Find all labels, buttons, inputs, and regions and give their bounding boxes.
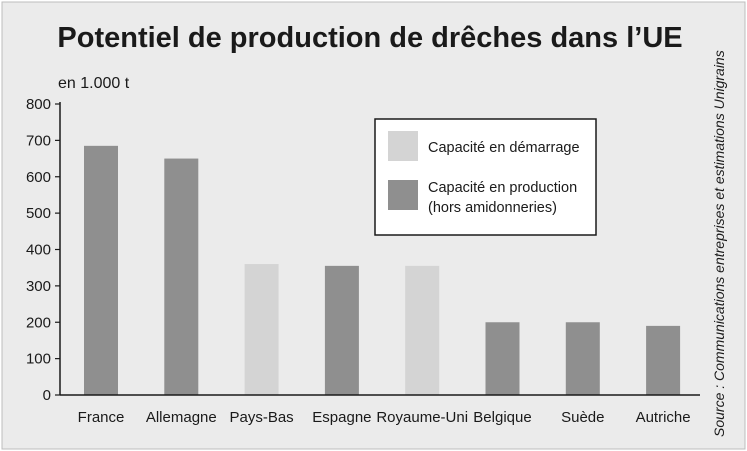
legend-label-demarrage: Capacité en démarrage (428, 140, 580, 156)
legend-label-production-line2: (hors amidonneries) (428, 200, 557, 216)
legend-swatch-production (388, 180, 418, 210)
bar-pays-bas (244, 264, 279, 395)
y-tick-label: 200 (26, 314, 51, 331)
x-axis-labels: France Allemagne Pays-Bas Espagne Royaume-Un… (78, 409, 691, 426)
y-tick-label: 100 (26, 351, 51, 368)
x-category-label: Royaume-Uni (376, 409, 468, 426)
x-category-label: France (78, 409, 125, 426)
plot-area: 0 100 200 300 400 500 600 700 800 France Allemagn… (26, 96, 700, 426)
chart-title: Potentiel de production de drêches dans … (57, 22, 682, 54)
bars (84, 145, 681, 395)
legend-swatch-demarrage (388, 131, 418, 161)
y-tick-label: 500 (26, 205, 51, 222)
legend: Capacité en démarrage Capacité en produc… (374, 118, 597, 236)
y-axis-ticks: 0 100 200 300 400 500 600 700 800 (26, 96, 60, 404)
source-note: Source : Communications entreprises et e… (711, 50, 727, 437)
x-category-label: Allemagne (146, 409, 217, 426)
y-tick-label: 300 (26, 278, 51, 295)
x-category-label: Espagne (312, 409, 371, 426)
bar-belgique (485, 322, 520, 395)
x-category-label: Pays-Bas (229, 409, 293, 426)
y-tick-label: 0 (43, 387, 51, 404)
bar-allemagne (164, 158, 199, 395)
bar-france (84, 145, 118, 395)
y-tick-label: 700 (26, 132, 51, 149)
y-tick-label: 800 (26, 96, 51, 113)
bar-su-de (565, 322, 600, 395)
y-tick-label: 600 (26, 169, 51, 186)
x-category-label: Autriche (636, 409, 691, 426)
y-tick-label: 400 (26, 242, 51, 259)
x-category-label: Suède (561, 409, 604, 426)
x-category-label: Belgique (473, 409, 531, 426)
legend-label-production-line1: Capacité en production (428, 180, 577, 196)
bar-espagne (324, 265, 359, 395)
bar-royaume-uni (405, 265, 440, 395)
y-axis-unit: en 1.000 t (58, 75, 130, 92)
bar-autriche (646, 325, 681, 395)
